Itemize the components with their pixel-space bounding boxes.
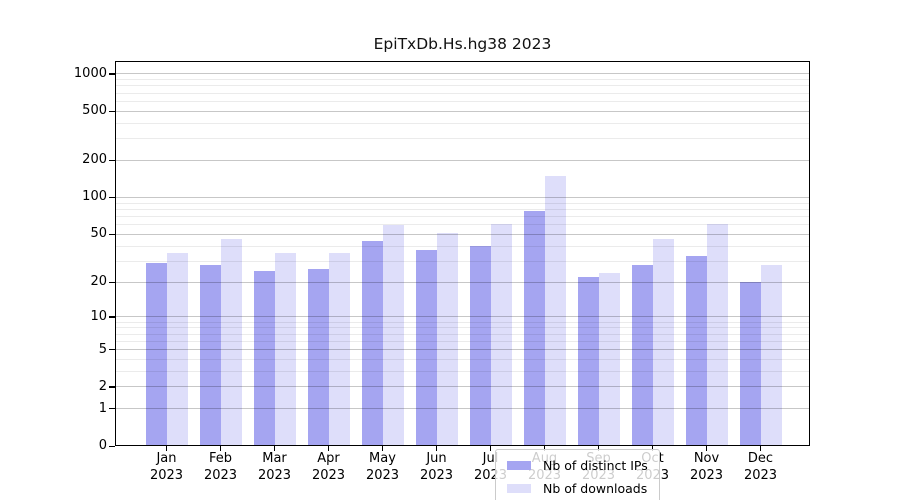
y-tick-label-1: 1 xyxy=(98,400,107,416)
bar-nb-of-distinct-ips-feb-2023 xyxy=(199,264,221,446)
bar-nb-of-downloads-mar-2023 xyxy=(274,253,296,446)
gridline-minor-400 xyxy=(115,122,810,124)
bar-nb-of-downloads-oct-2023 xyxy=(652,238,674,446)
x-tick-mark-apr-2023 xyxy=(328,446,330,451)
y-tick-mark-1000 xyxy=(109,73,115,75)
gridline-minor-700 xyxy=(115,92,810,94)
x-tick-mark-jun-2023 xyxy=(436,446,438,451)
x-tick-mark-jul-2023 xyxy=(490,446,492,451)
bar-nb-of-downloads-feb-2023 xyxy=(220,238,242,446)
y-tick-label-500: 500 xyxy=(82,103,107,119)
x-tick-label-nov-2023: Nov 2023 xyxy=(689,451,724,483)
legend-row-downloads: Nb of downloads xyxy=(507,480,648,496)
gridline-major-100 xyxy=(115,197,810,198)
y-tick-mark-500 xyxy=(109,110,115,112)
y-tick-label-10: 10 xyxy=(90,308,107,324)
bar-nb-of-downloads-dec-2023 xyxy=(760,264,782,446)
bar-nb-of-downloads-aug-2023 xyxy=(544,175,566,446)
y-tick-mark-100 xyxy=(109,196,115,199)
chart-title: EpiTxDb.Hs.hg38 2023 xyxy=(373,35,552,53)
y-tick-label-200: 200 xyxy=(82,152,107,168)
x-tick-mark-jan-2023 xyxy=(166,446,168,451)
y-tick-mark-50 xyxy=(109,233,115,235)
y-tick-mark-1 xyxy=(109,408,115,410)
legend-swatch-distinct-ips xyxy=(507,460,531,470)
gridline-minor-70 xyxy=(115,215,810,217)
y-tick-label-5: 5 xyxy=(98,341,107,357)
bar-nb-of-downloads-nov-2023 xyxy=(706,223,728,446)
x-tick-mark-sep-2023 xyxy=(598,446,600,451)
y-tick-mark-5 xyxy=(109,349,115,351)
legend: Nb of distinct IPs Nb of downloads xyxy=(495,449,660,500)
bar-nb-of-downloads-may-2023 xyxy=(382,224,404,446)
y-tick-label-2: 2 xyxy=(98,378,107,394)
x-tick-label-may-2023: May 2023 xyxy=(365,451,400,483)
x-tick-mark-oct-2023 xyxy=(652,446,654,451)
x-tick-mark-dec-2023 xyxy=(760,446,762,451)
bar-nb-of-distinct-ips-aug-2023 xyxy=(523,210,545,446)
bar-nb-of-downloads-jun-2023 xyxy=(436,233,458,446)
bar-nb-of-distinct-ips-jun-2023 xyxy=(415,250,437,446)
y-tick-mark-200 xyxy=(109,159,115,162)
gridline-major-200 xyxy=(115,159,810,161)
x-tick-mark-mar-2023 xyxy=(274,446,276,451)
legend-label-distinct-ips: Nb of distinct IPs xyxy=(543,457,648,473)
bar-nb-of-distinct-ips-apr-2023 xyxy=(307,268,329,446)
x-tick-mark-aug-2023 xyxy=(544,446,546,451)
bar-nb-of-distinct-ips-oct-2023 xyxy=(631,264,653,446)
x-tick-label-dec-2023: Dec 2023 xyxy=(743,451,778,483)
gridline-major-1000 xyxy=(115,73,810,75)
bar-nb-of-distinct-ips-jul-2023 xyxy=(469,246,491,446)
bar-nb-of-distinct-ips-nov-2023 xyxy=(685,256,707,446)
x-tick-mark-feb-2023 xyxy=(220,446,222,451)
x-tick-label-jun-2023: Jun 2023 xyxy=(419,451,454,483)
bar-nb-of-distinct-ips-mar-2023 xyxy=(253,270,275,446)
plot-area: Nb of distinct IPs Nb of downloads xyxy=(115,61,810,500)
y-tick-mark-20 xyxy=(109,281,115,283)
bar-nb-of-downloads-jul-2023 xyxy=(490,223,512,446)
bar-nb-of-downloads-jan-2023 xyxy=(166,253,188,446)
gridline-minor-300 xyxy=(115,138,810,140)
gridline-major-500 xyxy=(115,110,810,112)
y-tick-mark-10 xyxy=(109,316,115,318)
gridline-minor-80 xyxy=(115,208,810,210)
bar-nb-of-distinct-ips-dec-2023 xyxy=(739,282,761,446)
y-tick-label-0: 0 xyxy=(98,438,107,453)
gridline-minor-600 xyxy=(115,100,810,102)
y-tick-mark-0 xyxy=(109,445,115,447)
gridline-minor-800 xyxy=(115,85,810,87)
legend-swatch-downloads xyxy=(507,483,531,493)
gridline-minor-90 xyxy=(115,202,810,204)
y-tick-label-100: 100 xyxy=(82,189,107,205)
bar-nb-of-distinct-ips-may-2023 xyxy=(361,241,383,446)
bar-nb-of-downloads-sep-2023 xyxy=(598,272,620,446)
x-tick-label-jan-2023: Jan 2023 xyxy=(149,451,184,483)
y-tick-label-1000: 1000 xyxy=(73,65,107,81)
x-tick-label-apr-2023: Apr 2023 xyxy=(311,451,346,483)
bar-nb-of-distinct-ips-jan-2023 xyxy=(145,262,167,446)
bar-nb-of-distinct-ips-sep-2023 xyxy=(577,277,599,446)
x-tick-mark-nov-2023 xyxy=(706,446,708,451)
legend-row-distinct-ips: Nb of distinct IPs xyxy=(507,457,648,473)
x-tick-mark-may-2023 xyxy=(382,446,384,451)
y-tick-label-20: 20 xyxy=(90,274,107,290)
y-tick-label-50: 50 xyxy=(90,226,107,242)
x-tick-label-feb-2023: Feb 2023 xyxy=(203,451,238,483)
bar-nb-of-downloads-apr-2023 xyxy=(328,253,350,446)
legend-label-downloads: Nb of downloads xyxy=(543,480,648,496)
gridline-minor-900 xyxy=(115,79,810,81)
x-tick-label-mar-2023: Mar 2023 xyxy=(257,451,292,483)
y-tick-mark-2 xyxy=(109,386,115,388)
